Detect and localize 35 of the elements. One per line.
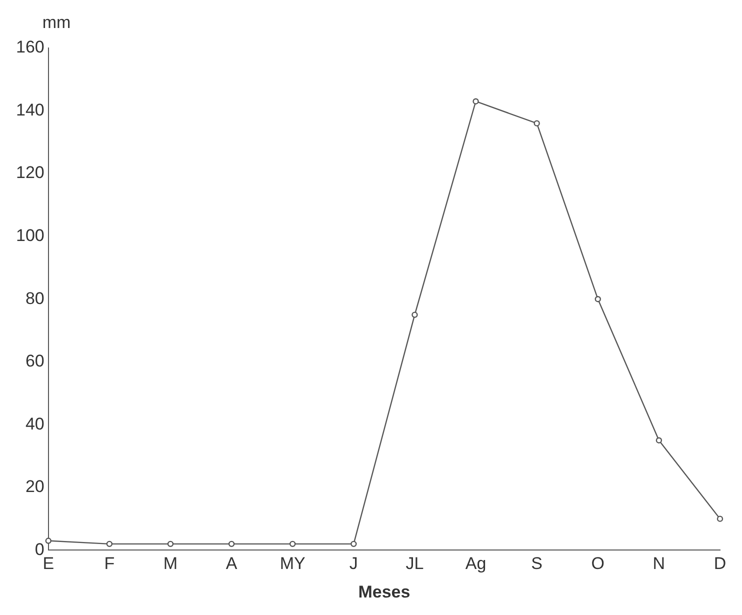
y-tick-label: 20 [25, 477, 44, 496]
x-tick-label: MY [280, 554, 306, 574]
y-tick-label: 160 [16, 38, 44, 57]
y-tick-label: 80 [25, 288, 44, 308]
y-tick-label: 0 [34, 540, 44, 559]
y-axis-title: mm [42, 13, 71, 32]
point [350, 540, 357, 548]
x-tick-label: J [349, 554, 358, 574]
point [412, 312, 418, 318]
x-tick-label: N [652, 554, 666, 574]
x-axis-title: Meses [358, 582, 410, 602]
x-tick-label: Ag [465, 554, 486, 574]
x-tick-label: M [163, 554, 178, 574]
x-tick-label: F [104, 554, 115, 574]
y-tick-label: 60 [25, 352, 44, 371]
x-tick-label: D [714, 554, 726, 574]
x-tick-label: S [531, 554, 542, 574]
point [45, 538, 52, 544]
point [656, 437, 662, 444]
point [534, 120, 540, 126]
y-tick-label: 120 [16, 163, 44, 182]
point [106, 540, 113, 548]
point [289, 540, 296, 548]
point [472, 98, 479, 104]
x-tick-label: JL [406, 554, 424, 574]
x-tick-label: A [226, 554, 238, 574]
point [228, 540, 235, 548]
point [716, 516, 724, 522]
x-tick-label: O [591, 554, 604, 574]
point [594, 296, 601, 302]
y-tick-label: 140 [16, 100, 44, 120]
x-tick-label: E [42, 554, 54, 574]
y-tick-label: 40 [25, 414, 44, 434]
y-tick-label: 100 [16, 226, 44, 246]
point [167, 540, 174, 548]
